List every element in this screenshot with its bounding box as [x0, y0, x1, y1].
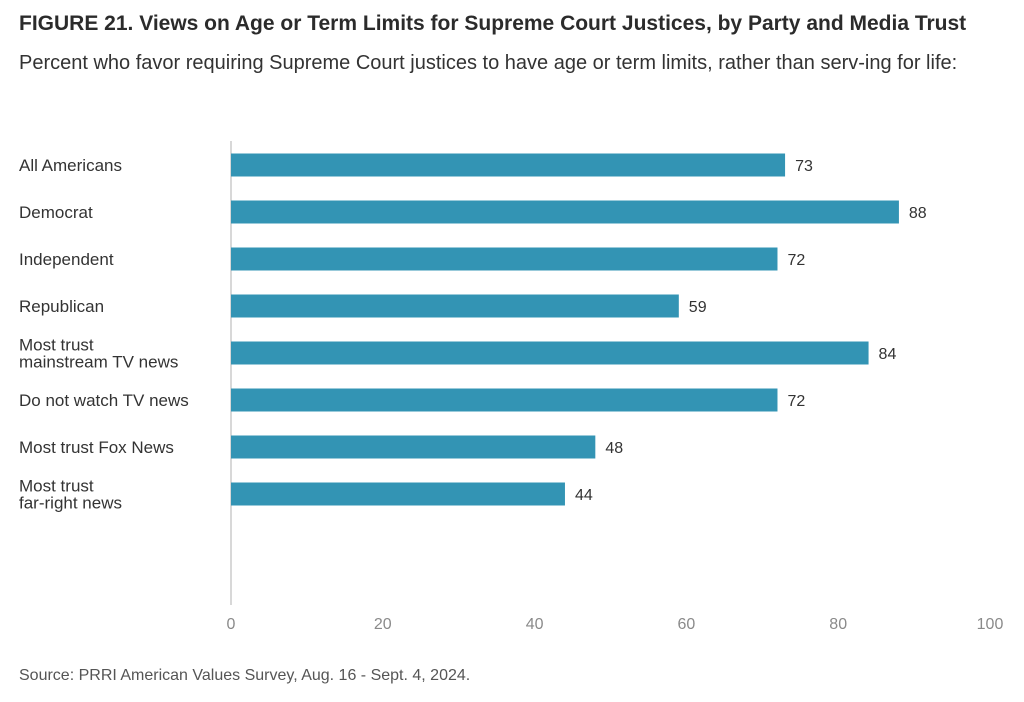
data-label: 59: [689, 299, 707, 316]
category-label: Most trust mainstream TV news: [19, 336, 178, 372]
data-label: 88: [909, 205, 927, 222]
data-label: 72: [787, 393, 805, 410]
bar: [231, 247, 778, 271]
category-label: Democrat: [19, 203, 93, 222]
bar-chart: 73 All Americans 88 Democrat 72 Independent 59…: [19, 141, 1004, 633]
data-label: 48: [605, 440, 623, 457]
chart-subtitle: Percent who favor requiring Supreme Cour…: [19, 52, 958, 74]
bar: [231, 153, 786, 177]
x-tick-label: 20: [374, 616, 392, 633]
data-label: 73: [795, 158, 813, 175]
bar: [231, 388, 778, 412]
x-tick-label: 100: [977, 616, 1004, 633]
x-tick-label: 80: [829, 616, 847, 633]
bar: [231, 341, 869, 365]
x-tick-label: 40: [526, 616, 544, 633]
category-label: Do not watch TV news: [19, 391, 189, 410]
bar: [231, 482, 565, 506]
category-label: All Americans: [19, 156, 122, 175]
bar: [231, 294, 679, 318]
chart-title: FIGURE 21. Views on Age or Term Limits f…: [19, 12, 967, 35]
x-tick-label: 0: [227, 616, 236, 633]
x-tick-label: 60: [678, 616, 696, 633]
category-label: Most trust Fox News: [19, 438, 174, 457]
category-label: Independent: [19, 250, 114, 269]
bar: [231, 435, 596, 459]
source-note: Source: PRRI American Values Survey, Aug…: [19, 667, 471, 684]
category-label: Most trust far-right news: [19, 477, 122, 513]
data-label: 44: [575, 487, 593, 504]
category-label: Republican: [19, 297, 104, 316]
data-label: 72: [787, 252, 805, 269]
data-label: 84: [879, 346, 897, 363]
bar: [231, 200, 899, 224]
